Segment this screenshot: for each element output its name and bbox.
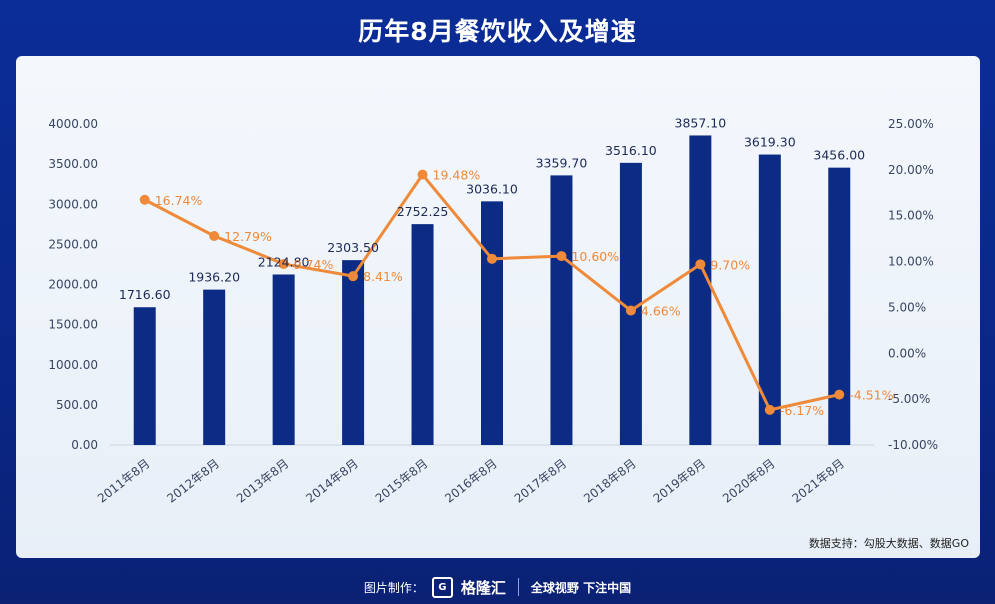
growth-point xyxy=(417,169,428,180)
y-right-tick-label: 15.00% xyxy=(888,209,934,223)
y-right-tick-label: -10.00% xyxy=(888,438,938,452)
bar-value-label: 2124.80 xyxy=(258,254,310,269)
bar-value-label: 3359.70 xyxy=(536,155,588,170)
x-tick-label: 2011年8月 xyxy=(95,456,153,505)
y-left-tick-label: 0.00 xyxy=(71,438,98,452)
y-right-tick-label: 0.00% xyxy=(888,346,926,360)
growth-value-label: 19.48% xyxy=(433,168,481,183)
growth-value-label: -6.17% xyxy=(780,403,824,418)
y-right-tick-label: 10.00% xyxy=(888,255,934,269)
y-left-tick-label: 2500.00 xyxy=(48,237,98,251)
bar-value-label: 2303.50 xyxy=(327,240,379,255)
growth-point xyxy=(487,253,497,264)
growth-point xyxy=(139,194,150,205)
y-left-tick-label: 2000.00 xyxy=(48,278,98,292)
bar xyxy=(203,289,226,445)
growth-value-label: 12.79% xyxy=(224,229,272,244)
bar xyxy=(481,201,503,445)
growth-value-label: -4.51% xyxy=(849,388,893,403)
growth-point xyxy=(556,251,567,262)
x-tick-label: 2018年8月 xyxy=(581,456,639,505)
bar xyxy=(133,307,156,445)
y-right-tick-label: -5.00% xyxy=(888,392,930,406)
bar-value-label: 3456.00 xyxy=(813,148,865,163)
growth-point xyxy=(695,259,706,270)
bar xyxy=(828,167,851,445)
bar xyxy=(758,154,781,445)
x-tick-label: 2019年8月 xyxy=(651,456,709,505)
bar xyxy=(411,224,434,445)
y-right-tick-label: 20.00% xyxy=(888,163,934,177)
y-left-tick-label: 500.00 xyxy=(56,398,98,412)
x-tick-label: 2017年8月 xyxy=(512,456,570,505)
y-left-tick-label: 3500.00 xyxy=(48,157,98,171)
bar-value-label: 3036.10 xyxy=(466,181,518,196)
bar-value-label: 3857.10 xyxy=(675,115,727,130)
growth-point xyxy=(209,230,220,241)
bar-value-label: 1716.60 xyxy=(119,287,171,302)
x-tick-label: 2012年8月 xyxy=(164,456,222,505)
footer-divider xyxy=(517,578,519,596)
growth-value-label: 9.74% xyxy=(294,257,334,272)
bar xyxy=(689,135,712,446)
chart-svg: 0.00 500.00 1000.00 1500.00 2000.00 2500.00 30… xyxy=(48,115,938,505)
growth-point xyxy=(625,305,636,316)
y-left-tick-label: 1500.00 xyxy=(48,318,98,332)
y-left-tick-label: 1000.00 xyxy=(48,358,98,372)
growth-value-label: 8.41% xyxy=(363,269,403,284)
growth-value-label: 16.74% xyxy=(155,193,203,208)
bar xyxy=(619,162,642,445)
bar-value-label: 1936.20 xyxy=(188,270,240,285)
chart-panel: 0.00 500.00 1000.00 1500.00 2000.00 2500.00 30… xyxy=(16,56,980,558)
footer-brand: 格隆汇 xyxy=(460,578,506,597)
growth-value-label: 4.66% xyxy=(641,304,681,319)
y-right-tick-label: 25.00% xyxy=(888,117,934,131)
y-left-tick-label: 3000.00 xyxy=(48,197,98,211)
growth-point xyxy=(764,404,775,415)
growth-value-label: 10.60% xyxy=(571,249,619,264)
growth-point xyxy=(834,389,845,400)
bar xyxy=(342,260,365,445)
x-tick-label: 2020年8月 xyxy=(720,456,778,505)
bar-value-label: 3619.30 xyxy=(744,135,796,150)
y-left-tick-label: 4000.00 xyxy=(48,117,98,131)
x-tick-label: 2016年8月 xyxy=(442,456,500,505)
brand-logo-icon: G xyxy=(431,576,453,598)
bar-value-label: 3516.10 xyxy=(605,143,657,158)
x-tick-label: 2015年8月 xyxy=(373,456,431,505)
footer-slogan: 全球视野 下注中国 xyxy=(530,580,632,595)
growth-value-label: 9.70% xyxy=(710,257,750,272)
x-tick-label: 2021年8月 xyxy=(789,456,847,505)
growth-point xyxy=(348,271,359,282)
bar xyxy=(272,274,295,445)
x-tick-label: 2013年8月 xyxy=(234,456,292,505)
bar-value-label: 2752.25 xyxy=(397,204,449,219)
x-tick-label: 2014年8月 xyxy=(303,456,361,505)
footer-label: 图片制作： xyxy=(363,580,424,595)
data-source: 数据支持：勾股大数据、数据GO xyxy=(808,537,969,550)
footer: 图片制作： G 格隆汇 全球视野 下注中国 xyxy=(0,572,995,602)
bar xyxy=(550,175,573,445)
y-right-tick-label: 5.00% xyxy=(888,300,926,314)
growth-point xyxy=(278,258,289,269)
chart-title: 历年8月餐饮收入及增速 xyxy=(358,17,637,46)
